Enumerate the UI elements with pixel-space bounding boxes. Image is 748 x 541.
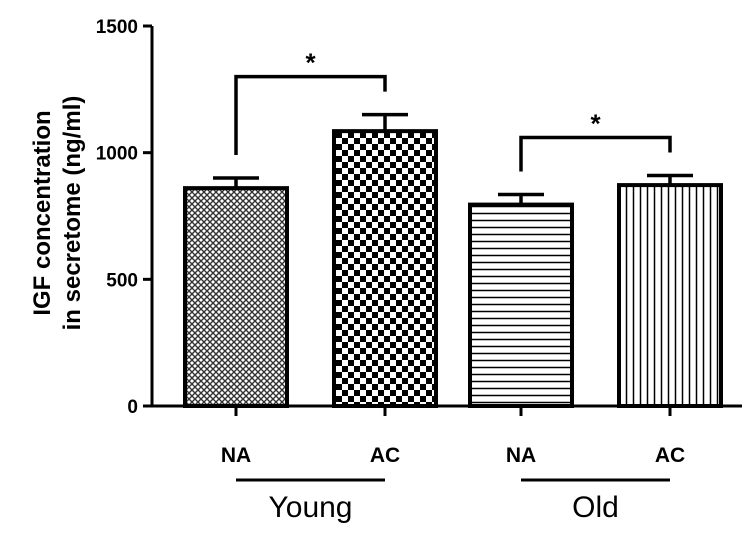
error-bars: [213, 112, 693, 205]
bar-0: [183, 186, 289, 408]
significance-bracket-1: [519, 135, 672, 172]
significance-star-1: *: [590, 108, 601, 138]
category-label-3: AC: [655, 444, 685, 467]
y-tick-label-3: 1500: [96, 17, 138, 38]
y-tick-label-1: 500: [106, 270, 138, 291]
y-axis: 0 500 1000 1500: [96, 17, 154, 418]
category-label-0: NA: [221, 444, 251, 467]
significance-bracket-0: [234, 74, 387, 155]
category-label-2: NA: [506, 444, 536, 467]
y-axis-label-line-1: IGF concentration: [29, 110, 56, 315]
group-label-1: Old: [572, 491, 619, 524]
bar-1: [332, 129, 438, 408]
group-labels: Young Old: [236, 478, 670, 524]
y-tick-label-0: 0: [127, 397, 138, 418]
significance-brackets: **: [234, 48, 672, 172]
bars: [183, 129, 723, 408]
y-axis-label: IGF concentration in secretome (ng/ml): [29, 96, 86, 331]
category-label-1: AC: [370, 444, 400, 467]
bar-3: [617, 183, 723, 408]
significance-star-0: *: [305, 48, 316, 78]
category-labels: NA AC NA AC: [221, 444, 685, 467]
group-label-0: Young: [269, 491, 353, 524]
bar-2: [468, 202, 574, 408]
y-axis-label-line-2: in secretome (ng/ml): [59, 96, 86, 331]
y-tick-label-2: 1000: [96, 144, 138, 165]
